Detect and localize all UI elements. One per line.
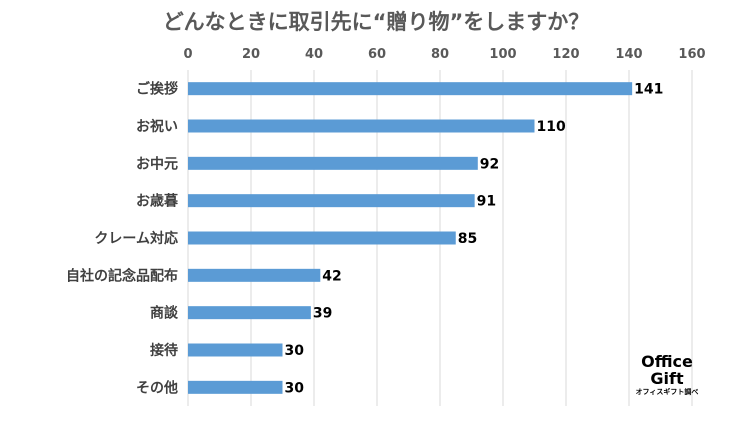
bar (188, 82, 633, 96)
category-label: お中元 (136, 155, 178, 172)
category-label: その他 (136, 379, 178, 396)
logo-line-1: Office (641, 352, 693, 371)
bar (188, 194, 475, 208)
x-tick-label: 120 (552, 47, 579, 62)
category-label: お歳暮 (136, 193, 179, 210)
data-label: 30 (285, 343, 305, 359)
data-label: 42 (322, 268, 341, 284)
x-tick-label: 100 (489, 47, 516, 62)
office-gift-logo: Office Gift オフィスギフト調べ (622, 353, 712, 397)
bar (188, 156, 478, 170)
x-tick-label: 40 (305, 47, 323, 62)
bar (188, 268, 321, 282)
x-tick-label: 20 (242, 47, 260, 62)
category-label: 商談 (150, 305, 179, 322)
logo-line-2: Gift (650, 369, 684, 388)
x-tick-label: 140 (615, 47, 642, 62)
data-label: 85 (458, 231, 477, 247)
bar (188, 306, 311, 320)
category-label: ご挨拶 (136, 81, 178, 98)
x-axis-ticks: 0 20 40 60 80 100 120 140 160 (183, 47, 705, 62)
bar (188, 231, 456, 245)
logo-caption: オフィスギフト調べ (635, 388, 699, 396)
x-tick-label: 80 (431, 47, 449, 62)
data-label: 141 (634, 82, 663, 98)
bar (188, 343, 283, 357)
bars (188, 82, 633, 394)
data-labels: 141 110 92 91 85 42 39 30 30 (285, 82, 664, 397)
category-label: 自社の記念品配布 (66, 267, 178, 284)
data-label: 39 (313, 306, 332, 322)
category-label: 接待 (150, 342, 178, 359)
chart-title: どんなときに取引先に“贈り物”をしますか？ (162, 10, 590, 34)
category-label: クレーム対応 (94, 230, 178, 247)
bar (188, 119, 535, 133)
x-tick-label: 160 (678, 47, 705, 62)
data-label: 91 (477, 194, 496, 210)
data-label: 92 (480, 156, 499, 172)
data-label: 30 (285, 380, 305, 396)
x-tick-label: 0 (183, 47, 192, 62)
data-label: 110 (537, 119, 566, 135)
x-tick-label: 60 (368, 47, 386, 62)
category-label: お祝い (136, 118, 178, 135)
bar (188, 380, 283, 394)
